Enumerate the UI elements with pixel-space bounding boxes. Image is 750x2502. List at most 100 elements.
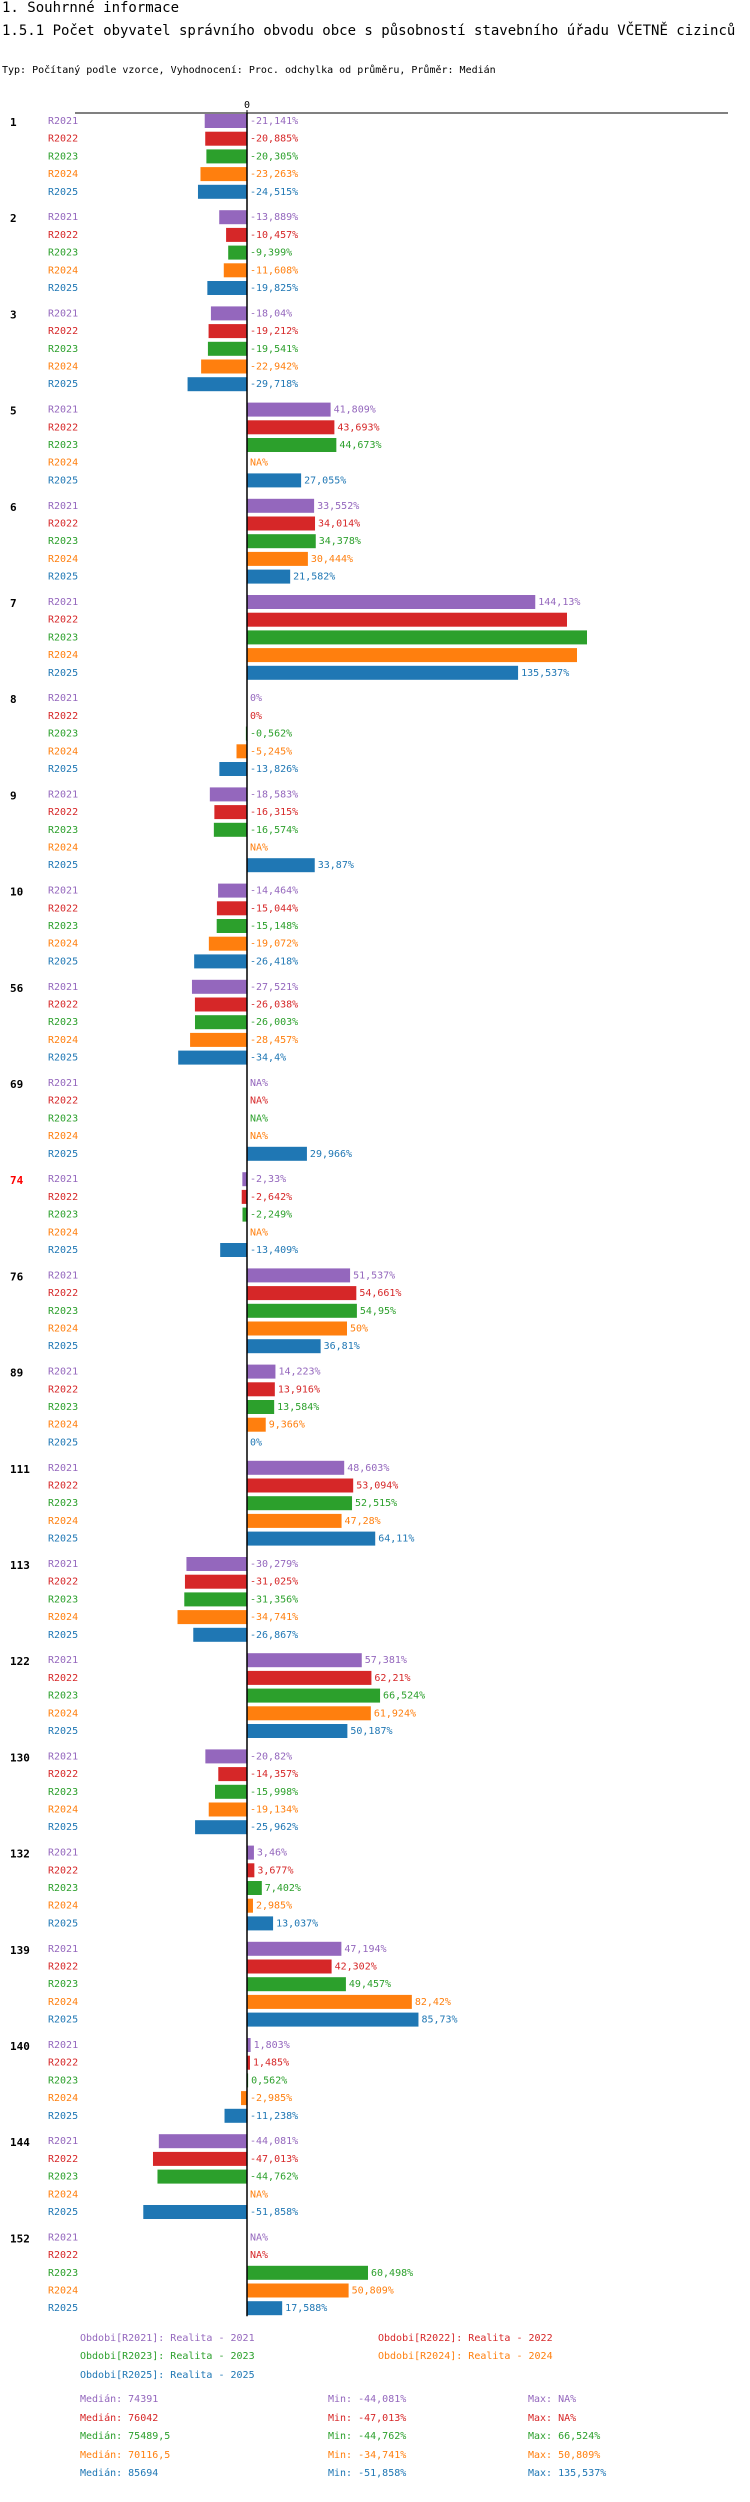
bar — [195, 1820, 247, 1835]
series-label: R2024 — [48, 939, 78, 950]
series-label: R2024 — [48, 265, 78, 276]
value-label: 50% — [350, 1324, 368, 1335]
value-label: 9,366% — [269, 1420, 305, 1431]
stat-max: Max: NA% — [528, 2394, 577, 2405]
value-label: 47,194% — [344, 1944, 386, 1955]
stat-min: Min: -34,741% — [328, 2449, 407, 2461]
value-label: -30,279% — [250, 1559, 298, 1570]
bar — [214, 805, 247, 820]
series-label: R2025 — [48, 1630, 78, 1641]
bar — [247, 595, 536, 609]
bar — [247, 1339, 321, 1354]
series-label: R2023 — [48, 1594, 78, 1605]
series-label: R2021 — [48, 1463, 78, 1474]
value-label: -20,82% — [250, 1751, 292, 1762]
value-label: 1,803% — [254, 2040, 290, 2051]
value-label: -21,141% — [250, 116, 298, 127]
series-label: R2022 — [48, 2250, 78, 2261]
series-label: R2025 — [48, 1149, 78, 1160]
series-label: R2025 — [48, 860, 78, 871]
value-label: -44,762% — [250, 2172, 298, 2183]
bar — [219, 210, 247, 225]
bar — [247, 2055, 250, 2070]
value-label: -28,457% — [250, 1035, 298, 1046]
group-label: 130 — [10, 1751, 30, 1764]
group-label: 6 — [10, 501, 17, 514]
value-label: NA% — [250, 843, 268, 854]
series-label: R2024 — [48, 458, 78, 469]
series-label: R2023 — [48, 1113, 78, 1124]
group-label: 10 — [10, 886, 23, 899]
value-label: 41,809% — [334, 405, 376, 416]
value-label: 66,524% — [383, 1691, 425, 1702]
bar — [205, 131, 247, 146]
value-label: -19,825% — [250, 283, 298, 294]
value-label: -16,574% — [250, 825, 298, 836]
bar — [242, 1172, 247, 1187]
bar — [247, 1496, 353, 1511]
bar — [247, 1286, 357, 1301]
value-label: -31,025% — [250, 1577, 298, 1588]
group-label: 140 — [10, 2040, 30, 2053]
series-label: R2025 — [48, 572, 78, 583]
bar — [247, 2265, 368, 2280]
value-label: -24,515% — [250, 187, 298, 198]
value-label: 1,485% — [253, 2058, 289, 2069]
value-label: -13,826% — [250, 764, 298, 775]
bar — [208, 936, 247, 951]
group-label: 113 — [10, 1559, 30, 1572]
bar — [194, 997, 247, 1012]
series-label: R2021 — [48, 1751, 78, 1762]
group-label: 9 — [10, 789, 17, 802]
value-label: 34,378% — [319, 536, 361, 547]
bar — [158, 2134, 247, 2149]
bar — [247, 473, 302, 488]
value-label: NA% — [250, 2250, 268, 2261]
series-label: R2024 — [48, 2093, 78, 2104]
group-label: 144 — [10, 2136, 30, 2149]
value-label: 21,582% — [293, 572, 335, 583]
chart-subtitle: Typ: Počítaný podle vzorce, Vyhodnocení:… — [2, 65, 496, 76]
bar — [207, 281, 247, 295]
series-label: R2023 — [48, 2268, 78, 2279]
stat-min: Min: -44,762% — [328, 2431, 407, 2442]
value-label: 2,985% — [256, 1901, 292, 1912]
value-label: -2,985% — [250, 2093, 292, 2104]
bar — [223, 263, 247, 278]
bar — [228, 245, 247, 260]
value-label: -19,134% — [250, 1805, 298, 1816]
series-label: R2024 — [48, 362, 78, 373]
value-label: 144,13% — [538, 597, 580, 608]
series-label: R2025 — [48, 379, 78, 390]
series-label: R2025 — [48, 956, 78, 967]
value-label: -18,04% — [250, 308, 292, 319]
bar — [197, 184, 247, 199]
series-label: R2024 — [48, 746, 78, 757]
bar — [218, 883, 247, 898]
value-label: -26,038% — [250, 1000, 298, 1011]
value-label: -10,457% — [250, 230, 298, 241]
bar — [224, 2108, 247, 2123]
series-label: R2025 — [48, 187, 78, 198]
value-label: -34,741% — [250, 1612, 298, 1623]
series-label: R2022 — [48, 711, 78, 722]
value-label: 60,498% — [371, 2268, 413, 2279]
series-label: R2022 — [48, 422, 78, 433]
group-label: 76 — [10, 1270, 24, 1283]
group-label: 56 — [10, 982, 24, 995]
value-label: -14,464% — [250, 886, 298, 897]
series-label: R2022 — [48, 134, 78, 145]
series-label: R2023 — [48, 151, 78, 162]
value-label: 43,693% — [337, 422, 379, 433]
bar — [247, 1400, 275, 1414]
series-label: R2021 — [48, 693, 78, 704]
value-label: 62,21% — [374, 1673, 410, 1684]
bar — [247, 2038, 251, 2052]
bar — [184, 1574, 247, 1589]
series-label: R2023 — [48, 1017, 78, 1028]
series-label: R2025 — [48, 1534, 78, 1545]
bar — [204, 114, 247, 128]
value-label: NA% — [250, 2189, 268, 2200]
value-label: 33,552% — [317, 501, 359, 512]
